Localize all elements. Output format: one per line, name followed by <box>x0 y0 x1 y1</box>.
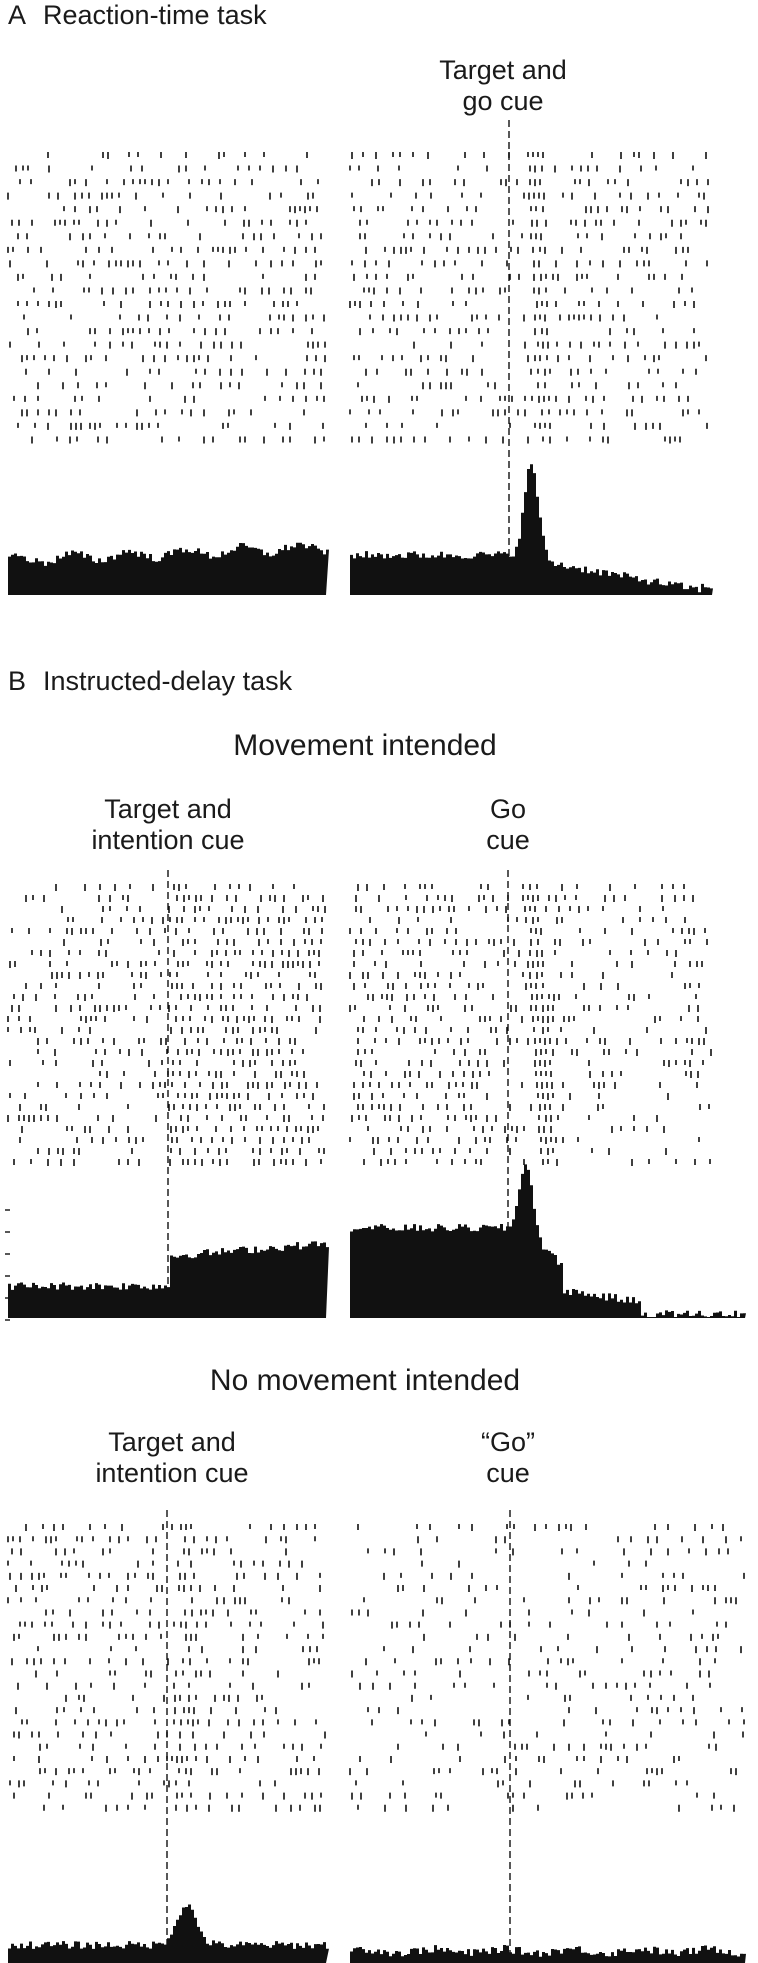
b-move-right-raster <box>349 884 712 1166</box>
section-b-letter: B <box>8 666 27 696</box>
b-move-left-raster <box>7 884 326 1166</box>
b-move-left-raster-ticks <box>7 884 326 1166</box>
a-right-raster-ticks <box>349 152 709 444</box>
b-move-right-histogram <box>350 1164 746 1318</box>
no-movement-left-cue-label: Target and intention cue <box>95 1427 249 1488</box>
no-movement-right-cue-label: “Go” cue <box>481 1427 535 1488</box>
a-right-histogram <box>350 464 713 595</box>
movement-left-cue-label: Target and intention cue <box>91 794 245 855</box>
b-nomove-left-histogram <box>8 1904 329 1963</box>
no-movement-heading: No movement intended <box>209 1364 521 1397</box>
section-a-letter: A <box>8 0 27 30</box>
section-b-title: Instructed-delay task <box>43 666 293 696</box>
b-nomove-left-raster-ticks <box>7 1524 326 1812</box>
b-move-right-raster-ticks <box>349 884 712 1166</box>
b-nomove-right-raster <box>349 1524 745 1812</box>
movement-right-cue-label: Go cue <box>486 794 530 855</box>
a-left-raster <box>7 152 326 444</box>
section-a-right-cue-label: Target and go cue <box>439 55 567 116</box>
b-nomove-right-histogram <box>350 1945 746 1963</box>
movement-intended-heading: Movement intended <box>233 729 497 762</box>
b-move-left-histogram <box>8 1241 329 1318</box>
b-nomove-right-raster-ticks <box>349 1524 745 1812</box>
section-a-title: Reaction-time task <box>43 0 267 30</box>
a-left-raster-ticks <box>7 152 326 444</box>
a-right-raster <box>349 152 709 444</box>
a-left-histogram <box>8 542 329 595</box>
b-nomove-left-raster <box>7 1524 326 1812</box>
